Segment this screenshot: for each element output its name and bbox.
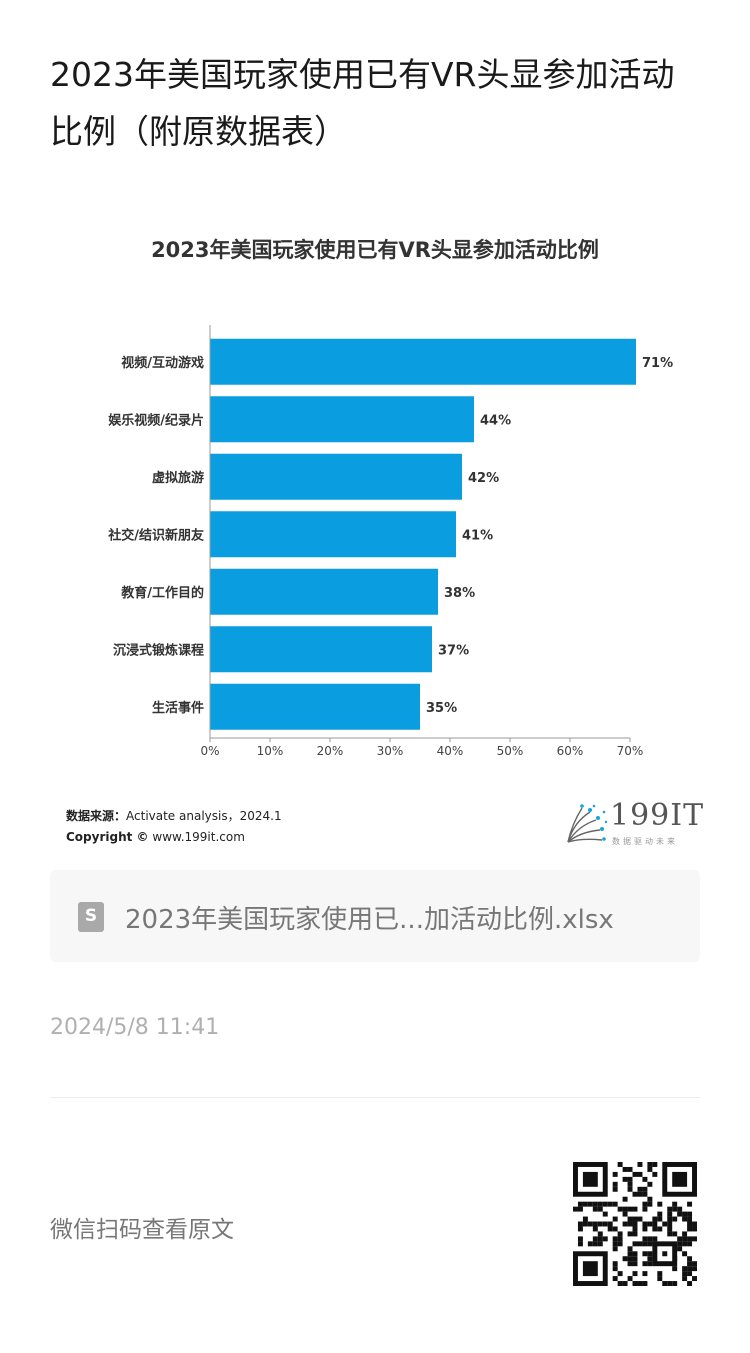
data-label: 37% [438, 643, 469, 658]
dandelion-logo-icon [567, 804, 608, 843]
brand-logo: 199IT 数据驱动未来 [560, 798, 703, 846]
bar-4 [210, 568, 438, 615]
category-label: 生活事件 [152, 700, 204, 716]
data-label: 71% [642, 356, 673, 371]
data-label: 44% [480, 413, 511, 428]
bar-0 [210, 338, 636, 385]
article-title: 2023年美国玩家使用已有VR头显参加活动比例（附原数据表） [50, 55, 675, 151]
x-tick-label: 60% [557, 744, 584, 758]
logo-subtitle: 数据驱动未来 [612, 837, 678, 846]
bar-chart: 视频/互动游戏 71% 娱乐视频/纪录片 44% 虚拟旅游 42% 社交/结识新朋友 41% 教… [107, 325, 673, 758]
source-label: 数据来源： [66, 809, 127, 823]
file-icon-letter: S [84, 906, 98, 926]
bar-2 [210, 453, 462, 500]
bar-3 [210, 511, 456, 558]
x-tick-label: 0% [200, 744, 219, 758]
divider [50, 1097, 700, 1098]
copyright-label: Copyright © [66, 830, 149, 844]
x-tick-label: 30% [377, 744, 404, 758]
category-label: 虚拟旅游 [152, 470, 204, 486]
category-label: 视频/互动游戏 [121, 355, 204, 371]
data-label: 41% [462, 528, 493, 543]
data-label: 35% [426, 701, 457, 716]
category-label: 社交/结识新朋友 [107, 527, 204, 543]
category-label: 沉浸式锻炼课程 [113, 642, 204, 658]
data-label: 42% [468, 471, 499, 486]
x-tick-label: 40% [437, 744, 464, 758]
copyright-text: www.199it.com [152, 830, 245, 844]
x-tick-label: 50% [497, 744, 524, 758]
qr-code-icon[interactable] [573, 1162, 697, 1286]
chart-figure: 2023年美国玩家使用已有VR头显参加活动比例 视频/互动游戏 71% 娱乐视频/纪… [50, 220, 703, 860]
x-tick-label: 20% [317, 744, 344, 758]
bar-1 [210, 396, 474, 443]
post-timestamp: 2024/5/8 11:41 [50, 1015, 220, 1040]
logo-text: 199IT [610, 798, 705, 833]
x-tick-label: 70% [617, 744, 644, 758]
bar-6 [210, 683, 420, 730]
data-source: 数据来源：Activate analysis，2024.1 Copyright … [66, 806, 282, 848]
chart-title: 2023年美国玩家使用已有VR头显参加活动比例 [151, 238, 599, 262]
source-text: Activate analysis，2024.1 [126, 809, 282, 823]
attachment-card[interactable]: S 2023年美国玩家使用已...加活动比例.xlsx [50, 870, 700, 962]
attachment-filename[interactable]: 2023年美国玩家使用已...加活动比例.xlsx [125, 905, 614, 935]
data-label: 38% [444, 586, 475, 601]
category-label: 教育/工作目的 [120, 585, 204, 601]
bar-5 [210, 626, 432, 673]
spreadsheet-file-icon: S [78, 902, 104, 932]
scan-to-view-text: 微信扫码查看原文 [50, 1217, 234, 1243]
x-tick-label: 10% [257, 744, 284, 758]
category-label: 娱乐视频/纪录片 [108, 412, 204, 428]
